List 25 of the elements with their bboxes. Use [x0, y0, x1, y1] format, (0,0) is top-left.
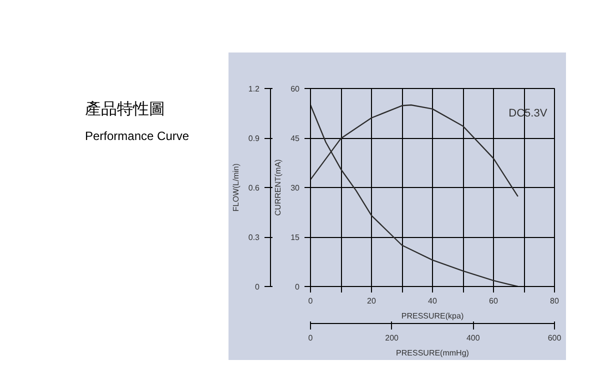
x-axis-title: PRESSURE(kpa) — [401, 312, 464, 320]
x2-tick-label: 200 — [385, 334, 400, 342]
y2-tick-label: 0.9 — [248, 134, 260, 143]
y-tick-label: 45 — [290, 134, 300, 143]
x2-tick-label: 400 — [466, 334, 480, 342]
y2-tick-label: 0.3 — [248, 233, 260, 242]
x2-tick-label: 600 — [548, 334, 562, 342]
y2-axis-title: FLOW(L/min) — [231, 163, 240, 212]
y2-tick-label: 0 — [255, 282, 260, 292]
x-tick-label: 80 — [550, 296, 560, 306]
y-tick-label: 60 — [290, 84, 300, 94]
y-tick-label: 15 — [290, 233, 300, 242]
y-tick-label: 30 — [290, 184, 300, 192]
x-tick-label: 0 — [308, 296, 314, 306]
x-tick-label: 20 — [367, 296, 376, 306]
y2-tick-label: 1.2 — [248, 84, 260, 94]
text: Performance Curve — [85, 129, 190, 143]
x2-tick-label: 0 — [308, 334, 314, 342]
y2-tick-label: 0.6 — [248, 184, 260, 192]
text: 產品特性圖 — [85, 101, 165, 119]
x2-axis-title: PRESSURE(mmHg) — [396, 348, 470, 358]
x-tick-label: 40 — [428, 296, 438, 306]
y-axis-title: CURRENT(mA) — [274, 158, 283, 216]
x-tick-label: 60 — [489, 296, 498, 306]
y-tick-label: 0 — [295, 282, 300, 292]
